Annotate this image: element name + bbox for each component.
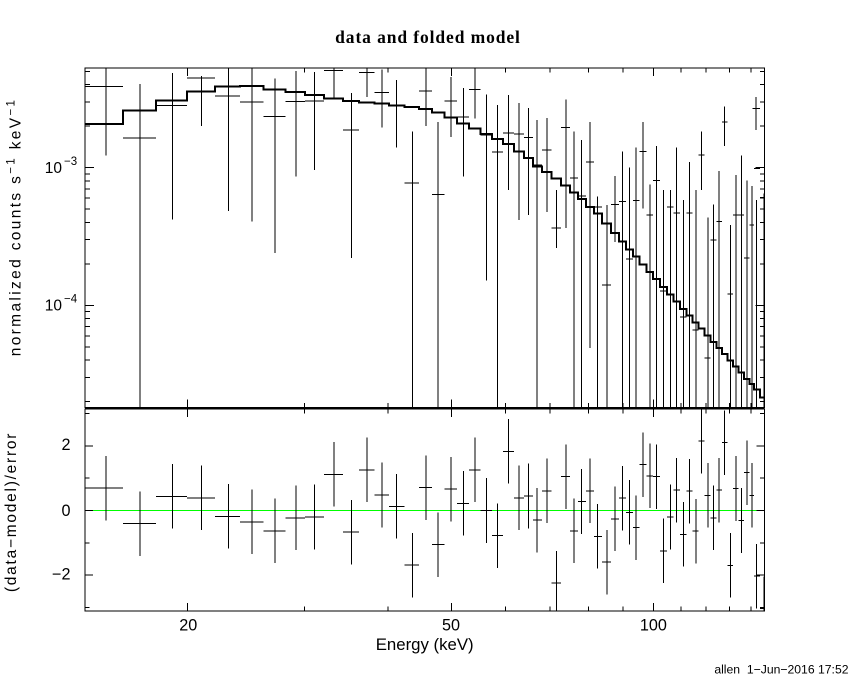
svg-text:data and folded model: data and folded model (335, 27, 521, 47)
svg-text:−3: −3 (64, 156, 77, 168)
svg-text:100: 100 (640, 616, 667, 634)
svg-text:10: 10 (45, 298, 63, 315)
svg-text:Energy (keV): Energy (keV) (376, 635, 474, 654)
svg-text:−2: −2 (52, 566, 70, 584)
svg-text:−4: −4 (64, 294, 78, 306)
svg-text:20: 20 (179, 616, 197, 634)
svg-text:0: 0 (61, 502, 70, 520)
svg-text:50: 50 (442, 616, 460, 634)
svg-text:2: 2 (61, 436, 70, 454)
svg-text:10: 10 (45, 160, 63, 177)
svg-text:(data−model)/error: (data−model)/error (3, 432, 20, 592)
svg-text:allen 1−Jun−2016 17:52: allen 1−Jun−2016 17:52 (714, 663, 848, 677)
svg-text:normalized counts s−1 keV−1: normalized counts s−1 keV−1 (6, 98, 25, 357)
